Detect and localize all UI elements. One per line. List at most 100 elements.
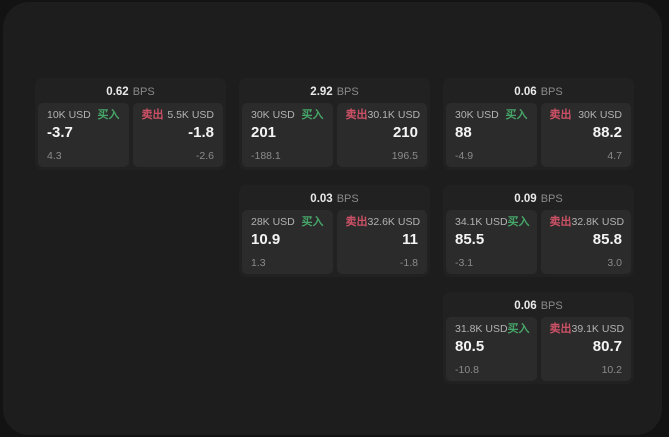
- quote-card: 0.62 BPS 10K USD 买入 -3.7 4.3 卖出 5.5K USD…: [35, 78, 226, 170]
- quotes-grid: 0.62 BPS 10K USD 买入 -3.7 4.3 卖出 5.5K USD…: [35, 78, 634, 384]
- sell-panel[interactable]: 卖出 39.1K USD 80.7 10.2: [540, 317, 631, 381]
- sell-panel[interactable]: 卖出 30.1K USD 210 196.5: [336, 103, 427, 167]
- buy-panel[interactable]: 30K USD 买入 88 -4.9: [446, 103, 537, 167]
- sell-delta: 4.7: [607, 149, 622, 162]
- bps-unit: BPS: [336, 86, 359, 98]
- sell-panel-top: 卖出 5.5K USD: [142, 110, 215, 121]
- bps-value: 0.06: [514, 300, 537, 312]
- sell-panel-top: 卖出 32.8K USD: [549, 216, 625, 229]
- bps-unit: BPS: [540, 300, 563, 312]
- bps-value: 0.03: [310, 193, 333, 205]
- buy-label: 买入: [507, 323, 530, 335]
- quote-card: 2.92 BPS 30K USD 买入 201 -188.1 卖出 30.1K …: [239, 78, 430, 170]
- buy-amount: 34.1K USD: [455, 216, 508, 229]
- bps-unit: BPS: [540, 193, 563, 205]
- sell-amount: 32.6K USD: [367, 216, 421, 229]
- card-body: 10K USD 买入 -3.7 4.3 卖出 5.5K USD -1.8 -2.…: [38, 103, 223, 167]
- buy-panel[interactable]: 34.1K USD 买入 85.5 -3.1: [446, 210, 537, 274]
- sell-delta: 196.5: [391, 149, 418, 162]
- buy-panel[interactable]: 28K USD 买入 10.9 1.3: [242, 210, 333, 274]
- buy-price: -3.7: [47, 124, 73, 141]
- buy-delta: -188.1: [251, 149, 281, 162]
- buy-delta: 4.3: [47, 149, 62, 162]
- sell-label: 卖出: [549, 323, 572, 335]
- card-header: 0.03 BPS: [242, 188, 427, 210]
- buy-panel-top: 31.8K USD 买入: [455, 323, 530, 336]
- sell-label: 卖出: [549, 109, 572, 121]
- sell-panel-top: 卖出 32.6K USD: [345, 216, 421, 229]
- sell-label: 卖出: [141, 109, 164, 121]
- buy-panel[interactable]: 30K USD 买入 201 -188.1: [242, 103, 333, 167]
- sell-price: 11: [402, 231, 418, 248]
- buy-label: 买入: [507, 216, 530, 228]
- card-body: 30K USD 买入 88 -4.9 卖出 30K USD 88.2 4.7: [446, 103, 631, 167]
- card-body: 28K USD 买入 10.9 1.3 卖出 32.6K USD 11 -1.8: [242, 210, 427, 274]
- sell-panel[interactable]: 卖出 5.5K USD -1.8 -2.6: [132, 103, 223, 167]
- bps-value: 0.06: [514, 86, 537, 98]
- bps-value: 0.62: [106, 86, 129, 98]
- quote-card: 0.03 BPS 28K USD 买入 10.9 1.3 卖出 32.6K US…: [239, 185, 430, 277]
- buy-panel-top: 34.1K USD 买入: [455, 216, 530, 229]
- bps-unit: BPS: [132, 86, 155, 98]
- quote-card: 0.06 BPS 31.8K USD 买入 80.5 -10.8 卖出 39.1…: [443, 292, 634, 384]
- sell-amount: 32.8K USD: [571, 216, 625, 229]
- buy-panel[interactable]: 10K USD 买入 -3.7 4.3: [38, 103, 129, 167]
- buy-delta: -4.9: [455, 149, 474, 162]
- card-header: 0.09 BPS: [446, 188, 631, 210]
- buy-price: 10.9: [251, 231, 281, 248]
- sell-price: 80.7: [592, 338, 622, 355]
- sell-delta: -1.8: [399, 256, 418, 269]
- sell-panel[interactable]: 卖出 30K USD 88.2 4.7: [540, 103, 631, 167]
- buy-panel-top: 30K USD 买入: [455, 110, 528, 121]
- card-body: 34.1K USD 买入 85.5 -3.1 卖出 32.8K USD 85.8…: [446, 210, 631, 274]
- bps-value: 0.09: [514, 193, 537, 205]
- buy-panel-top: 30K USD 买入: [251, 110, 324, 121]
- card-header: 0.62 BPS: [38, 81, 223, 103]
- sell-label: 卖出: [549, 216, 572, 228]
- sell-panel[interactable]: 卖出 32.6K USD 11 -1.8: [336, 210, 427, 274]
- sell-amount: 5.5K USD: [167, 109, 214, 122]
- buy-delta: -10.8: [455, 363, 479, 376]
- sell-price: 88.2: [592, 124, 622, 141]
- buy-panel[interactable]: 31.8K USD 买入 80.5 -10.8: [446, 317, 537, 381]
- buy-price: 85.5: [455, 231, 485, 248]
- card-header: 2.92 BPS: [242, 81, 427, 103]
- sell-panel-top: 卖出 39.1K USD: [549, 323, 625, 336]
- buy-amount: 28K USD: [251, 216, 295, 229]
- sell-label: 卖出: [345, 216, 368, 228]
- buy-amount: 30K USD: [251, 109, 295, 122]
- sell-price: 85.8: [592, 231, 622, 248]
- sell-amount: 30.1K USD: [367, 109, 421, 122]
- buy-delta: 1.3: [251, 256, 266, 269]
- sell-delta: 3.0: [607, 256, 622, 269]
- sell-delta: 10.2: [601, 363, 622, 376]
- buy-price: 80.5: [455, 338, 485, 355]
- sell-panel-top: 卖出 30.1K USD: [345, 109, 421, 122]
- bps-value: 2.92: [310, 86, 333, 98]
- sell-amount: 39.1K USD: [571, 323, 625, 336]
- sell-panel[interactable]: 卖出 32.8K USD 85.8 3.0: [540, 210, 631, 274]
- quote-card: 0.06 BPS 30K USD 买入 88 -4.9 卖出 30K USD 8…: [443, 78, 634, 170]
- sell-panel-top: 卖出 30K USD: [550, 110, 623, 121]
- buy-price: 88: [455, 124, 472, 141]
- buy-panel-top: 10K USD 买入: [47, 110, 120, 121]
- sell-label: 卖出: [345, 109, 368, 121]
- sell-amount: 30K USD: [578, 109, 622, 122]
- sell-price: 210: [392, 124, 418, 141]
- buy-label: 买入: [505, 109, 528, 121]
- sell-price: -1.8: [188, 124, 214, 141]
- buy-label: 买入: [301, 216, 324, 228]
- card-body: 31.8K USD 买入 80.5 -10.8 卖出 39.1K USD 80.…: [446, 317, 631, 381]
- buy-delta: -3.1: [455, 256, 474, 269]
- sell-delta: -2.6: [195, 149, 214, 162]
- card-header: 0.06 BPS: [446, 81, 631, 103]
- bps-unit: BPS: [336, 193, 359, 205]
- buy-amount: 10K USD: [47, 109, 91, 122]
- buy-amount: 30K USD: [455, 109, 499, 122]
- buy-label: 买入: [301, 109, 324, 121]
- buy-amount: 31.8K USD: [455, 323, 508, 336]
- main-panel: 0.62 BPS 10K USD 买入 -3.7 4.3 卖出 5.5K USD…: [3, 2, 662, 435]
- buy-panel-top: 28K USD 买入: [251, 217, 324, 228]
- card-body: 30K USD 买入 201 -188.1 卖出 30.1K USD 210 1…: [242, 103, 427, 167]
- card-header: 0.06 BPS: [446, 295, 631, 317]
